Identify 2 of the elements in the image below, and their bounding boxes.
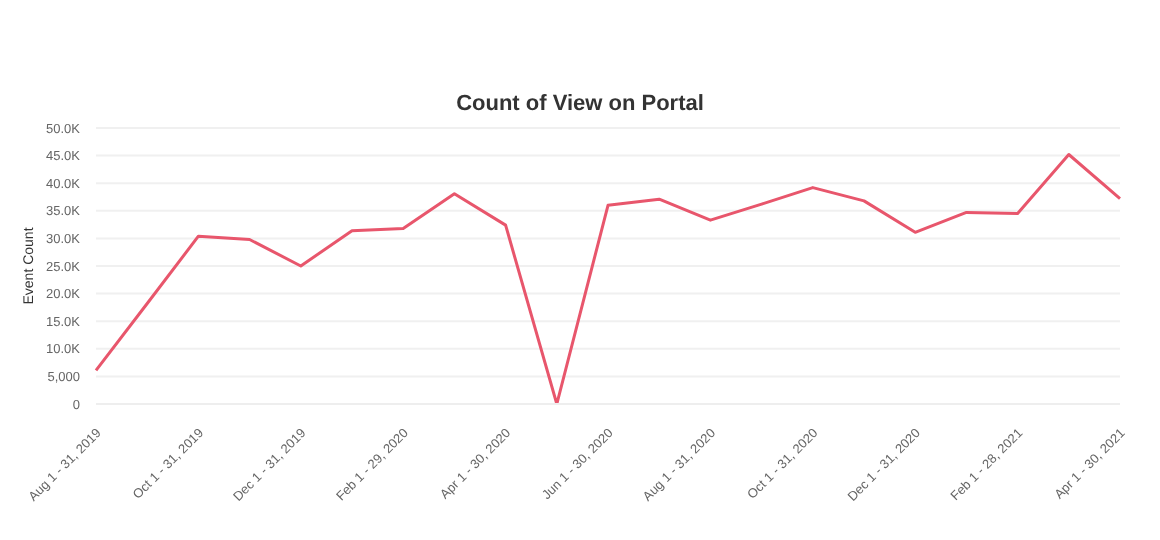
line-series [94, 153, 1122, 404]
chart-title: Count of View on Portal [454, 92, 706, 116]
